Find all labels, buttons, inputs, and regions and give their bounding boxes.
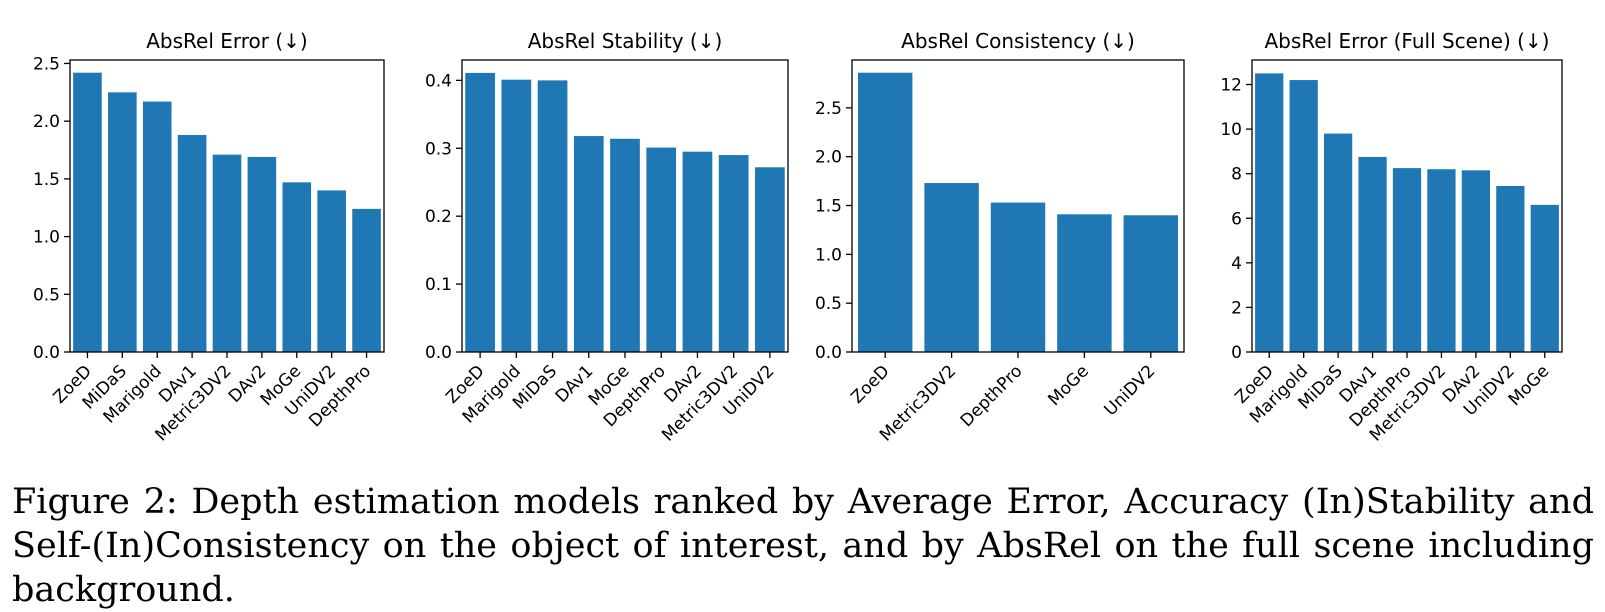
- chart-4-bar-dav1: [1358, 156, 1387, 352]
- chart-1-ytick-label: 0.0: [33, 343, 60, 363]
- chart-3-bar-depthpro: [990, 202, 1046, 352]
- chart-1-ytick-label: 0.5: [33, 285, 60, 305]
- chart-1-bar-moge: [282, 182, 312, 352]
- chart-1-bar-dav2: [247, 156, 277, 352]
- chart-4-ytick-label: 10: [1220, 120, 1242, 140]
- chart-3-ytick-label: 0.5: [815, 294, 842, 314]
- chart-4-ytick-label: 2: [1231, 298, 1242, 318]
- chart-2-bar-dav1: [573, 136, 604, 352]
- chart-2-title: AbsRel Stability (↓): [528, 29, 723, 53]
- chart-3-bar-moge: [1057, 214, 1112, 352]
- chart-1-ytick-label: 1.0: [33, 228, 60, 248]
- chart-2-ytick-label: 0.2: [425, 207, 452, 227]
- chart-2-bar-zoed: [465, 72, 495, 352]
- chart-2-bar-moge: [610, 138, 640, 352]
- chart-3-xtick-label: MoGe: [1044, 361, 1093, 410]
- chart-3-bar-metric3dv2: [924, 183, 979, 352]
- chart-1-ytick-label: 2.0: [33, 112, 60, 132]
- chart-1-bar-unidv2: [317, 190, 346, 352]
- chart-4-ytick-label: 12: [1220, 76, 1242, 96]
- chart-3-ytick-label: 0.0: [815, 343, 842, 363]
- chart-2-bar-dav2: [682, 151, 713, 352]
- chart-3-title: AbsRel Consistency (↓): [901, 29, 1135, 53]
- chart-3-ytick-label: 1.0: [815, 245, 842, 265]
- chart-4-bar-unidv2: [1496, 185, 1525, 352]
- chart-1-frame: [69, 59, 385, 353]
- chart-2-bar-unidv2: [755, 167, 785, 352]
- chart-2-bar-midas: [537, 80, 568, 352]
- chart-2-ytick-label: 0.1: [425, 275, 452, 295]
- chart-3-ytick-label: 2.0: [815, 148, 842, 168]
- chart-4-ytick-label: 0: [1231, 343, 1242, 363]
- chart-4-bar-metric3dv2: [1427, 169, 1456, 352]
- chart-1-ytick-label: 2.5: [33, 54, 60, 74]
- chart-4-bar-marigold: [1289, 80, 1318, 352]
- chart-4-bar-moge: [1530, 204, 1559, 352]
- figure-caption: Figure 2: Depth estimation models ranked…: [12, 482, 1594, 610]
- chart-3-bar-unidv2: [1123, 215, 1179, 352]
- chart-2-ytick-label: 0.3: [425, 139, 452, 159]
- figure: AbsRel Error (↓)0.00.51.01.52.02.5ZoeDMi…: [33, 29, 1563, 445]
- chart-4-ytick-label: 4: [1231, 254, 1242, 274]
- chart-4-bar-zoed: [1255, 73, 1284, 352]
- chart-2-ytick-label: 0.4: [425, 71, 452, 91]
- chart-2-frame: [461, 59, 789, 353]
- chart-3-ytick-label: 1.5: [815, 197, 842, 217]
- chart-4-ytick-label: 6: [1231, 209, 1242, 229]
- chart-2-bar-depthpro: [646, 147, 677, 352]
- chart-3-frame: [851, 59, 1185, 353]
- chart-3-xtick-label: ZoeD: [847, 361, 893, 407]
- chart-1-bar-dav1: [177, 135, 207, 352]
- chart-3-xtick-label: DepthPro: [957, 361, 1027, 431]
- chart-1-ytick-label: 1.5: [33, 170, 60, 190]
- chart-1-bar-zoed: [73, 72, 102, 353]
- chart-4-bar-dav2: [1461, 170, 1491, 352]
- chart-3-xtick-label: UniDV2: [1101, 361, 1160, 420]
- chart-1-bar-depthpro: [352, 208, 381, 352]
- chart-2-ytick-label: 0.0: [425, 343, 452, 363]
- chart-1-bar-midas: [108, 92, 137, 352]
- chart-2-bar-marigold: [501, 79, 532, 352]
- chart-2-bar-metric3dv2: [718, 155, 749, 352]
- chart-1-bar-metric3dv2: [212, 154, 242, 352]
- chart-4-ytick-label: 8: [1231, 165, 1242, 185]
- chart-4-bar-depthpro: [1392, 168, 1422, 352]
- chart-1-bar-marigold: [142, 101, 172, 352]
- chart-4-title: AbsRel Error (Full Scene) (↓): [1265, 29, 1550, 53]
- chart-4-bar-midas: [1323, 133, 1353, 352]
- chart-3-bar-zoed: [857, 72, 913, 353]
- chart-3-ytick-label: 2.5: [815, 99, 842, 119]
- chart-1-title: AbsRel Error (↓): [146, 29, 307, 53]
- chart-4-frame: [1251, 59, 1563, 353]
